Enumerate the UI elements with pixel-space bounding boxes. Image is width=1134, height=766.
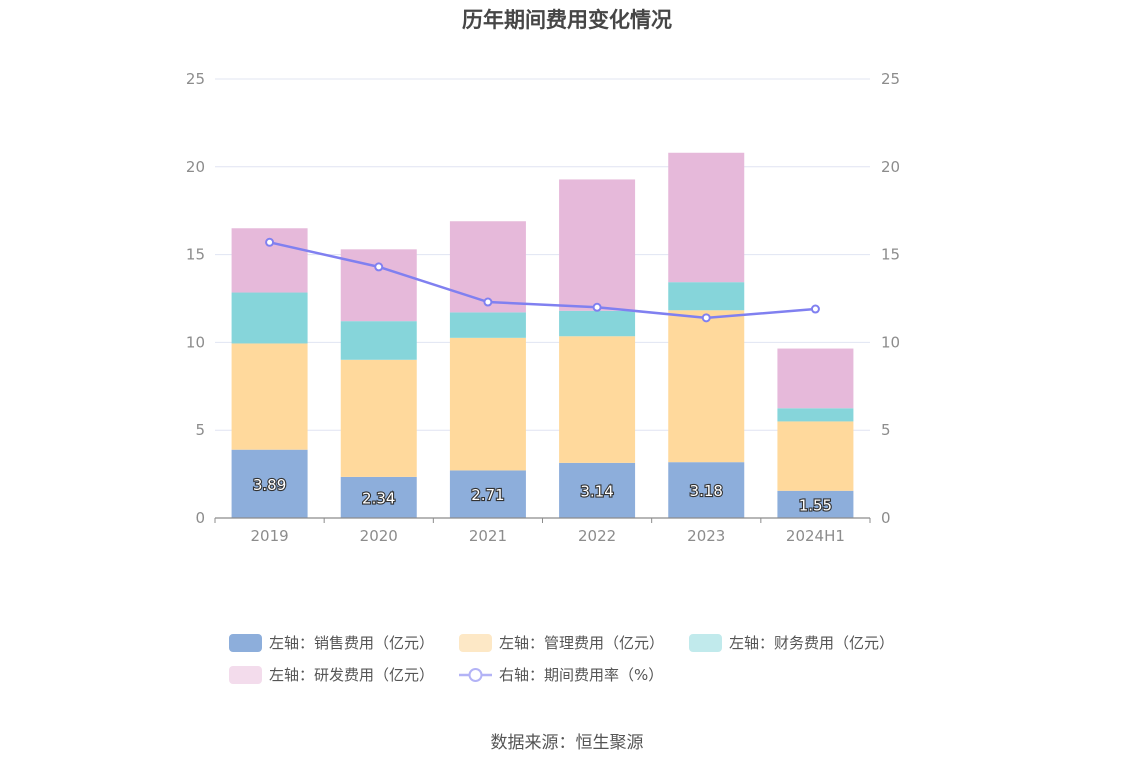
bar-segment-2-2 [449, 312, 526, 338]
chart-title: 历年期间费用变化情况 [462, 8, 672, 32]
rate-line [265, 237, 820, 323]
y-left-tick-label: 25 [186, 70, 205, 88]
bar-segment-0-3 [559, 462, 636, 518]
bar-value-label: 2.34 [362, 489, 395, 507]
legend: 左轴：销售费用（亿元） 左轴：管理费用（亿元） 左轴：财务费用（亿元） 左轴：研发费用… [229, 634, 894, 684]
legend-item-label: 左轴：销售费用（亿元） [269, 634, 434, 652]
bar-segment-1-1 [340, 359, 417, 477]
bar-segment-0-0 [231, 449, 308, 518]
bar-segment-0-5 [777, 490, 854, 518]
legend-swatch-icon [459, 634, 492, 652]
bar-segment-2-4 [668, 282, 745, 311]
y-left-tick-label: 0 [195, 509, 205, 527]
bars [231, 152, 854, 518]
axes: 0 5 10 15 20 25 0 5 10 15 20 25 2019 2020 2021 2022 2023… [186, 70, 900, 545]
bar-segment-2-5 [777, 408, 854, 422]
y-left-tick-label: 15 [186, 246, 205, 264]
x-tick-label: 2023 [687, 527, 725, 545]
bar-value-label: 3.14 [580, 482, 613, 500]
rate-point-2 [483, 297, 493, 307]
bar-segment-1-2 [449, 337, 526, 471]
rate-line-path [269, 241, 816, 320]
bar-segment-1-4 [668, 310, 745, 463]
bar-segment-3-2 [449, 221, 526, 313]
y-right-tick-label: 25 [881, 70, 900, 88]
rate-point-4 [701, 313, 711, 323]
bar-segment-3-5 [777, 348, 854, 409]
legend-item-label: 左轴：研发费用（亿元） [269, 666, 434, 684]
y-right-tick-label: 10 [881, 333, 900, 351]
rate-point-5 [810, 304, 820, 314]
rate-point-3 [592, 302, 602, 312]
bar-segment-2-0 [231, 292, 308, 344]
bar-value-label: 3.18 [690, 482, 723, 500]
bar-segment-3-3 [559, 179, 636, 311]
x-tick-label: 2024H1 [786, 527, 845, 545]
legend-item-label: 右轴：期间费用率（%） [499, 666, 663, 684]
bar-segment-3-4 [668, 152, 745, 283]
legend-swatch-icon [689, 634, 722, 652]
bar-value-label: 2.71 [471, 486, 504, 504]
y-right-tick-label: 15 [881, 246, 900, 264]
y-left-tick-label: 20 [186, 158, 205, 176]
legend-swatch-icon [229, 666, 262, 684]
rate-point-0 [265, 237, 275, 247]
legend-item-label: 左轴：财务费用（亿元） [729, 634, 894, 652]
bar-segment-2-3 [559, 310, 636, 337]
source-note: 数据来源：恒生聚源 [490, 733, 644, 753]
y-left-tick-label: 5 [195, 421, 205, 439]
bar-value-label: 1.55 [799, 496, 832, 514]
x-tick-label: 2019 [250, 527, 288, 545]
y-right-tick-label: 5 [881, 421, 891, 439]
legend-circle-icon [468, 668, 483, 682]
x-tick-label: 2022 [578, 527, 616, 545]
bar-segment-1-3 [559, 336, 636, 463]
y-left-tick-label: 10 [186, 333, 205, 351]
y-right-tick-label: 0 [881, 509, 891, 527]
bar-segment-1-5 [777, 421, 854, 491]
bar-segment-2-1 [340, 321, 417, 360]
y-right-tick-label: 20 [881, 158, 900, 176]
bar-segment-0-1 [340, 476, 417, 518]
bar-segment-0-4 [668, 462, 745, 518]
bar-segment-1-0 [231, 343, 308, 450]
x-tick-label: 2021 [469, 527, 507, 545]
legend-swatch-icon [229, 634, 262, 652]
x-tick-label: 2020 [360, 527, 398, 545]
legend-item-label: 左轴：管理费用（亿元） [499, 634, 664, 652]
rate-point-1 [374, 262, 384, 272]
bar-segment-0-2 [449, 470, 526, 518]
bar-value-label: 3.89 [253, 476, 286, 494]
bar-labels: 3.89 2.34 2.71 3.14 3.18 1.55 [252, 475, 833, 516]
grid-lines [215, 78, 870, 431]
